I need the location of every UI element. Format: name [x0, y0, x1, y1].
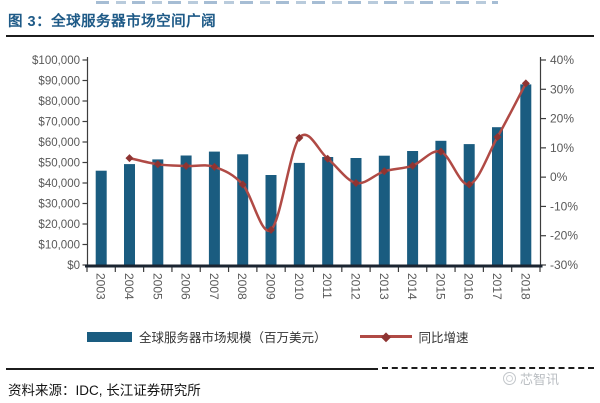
legend-bar-label: 全球服务器市场规模（百万美元）: [139, 331, 327, 345]
x-label-2012: 2012: [349, 273, 363, 300]
x-label-2014: 2014: [405, 273, 419, 300]
growth-marker: [351, 179, 360, 187]
diamond-marker-icon: [380, 331, 391, 342]
bar-2003: [95, 170, 107, 265]
bar-2010: [293, 162, 305, 265]
bar-2014: [407, 151, 419, 265]
left-axis-tick-label: $70,000: [38, 117, 80, 129]
left-axis-tick-label: $20,000: [38, 219, 80, 231]
bar-2016: [463, 144, 475, 265]
watermark-text: 芯智讯: [520, 372, 560, 387]
bar-2006: [180, 155, 192, 265]
growth-marker: [465, 180, 474, 189]
right-axis-tick-label: 10%: [550, 141, 574, 155]
bar-2015: [435, 140, 447, 265]
growth-line: [128, 82, 528, 232]
left-axis-tick-label: $60,000: [38, 137, 80, 149]
growth-marker: [295, 133, 304, 142]
chart-legend: 全球服务器市场规模（百万美元） 同比增速: [87, 327, 469, 346]
growth-marker: [521, 79, 530, 88]
growth-marker: [493, 133, 502, 142]
figure-title: 图 3：全球服务器市场空间广阔: [8, 14, 217, 30]
bar-2012: [350, 158, 362, 265]
clipped-text-fragment: [96, 1, 498, 4]
bar-2013: [378, 155, 390, 265]
bottom-divider-dashed: [382, 367, 594, 369]
bar-2018: [520, 84, 532, 266]
x-label-2007: 2007: [207, 273, 221, 300]
right-axis-tick-label: 20%: [550, 112, 574, 126]
bottom-divider-solid: [6, 368, 378, 370]
x-label-2006: 2006: [179, 273, 193, 300]
title-divider: [6, 35, 594, 37]
right-axis-tick-label: -10%: [550, 199, 578, 213]
x-label-2005: 2005: [150, 273, 164, 300]
x-label-2003: 2003: [94, 273, 108, 300]
left-axis-tick-label: $30,000: [38, 199, 80, 211]
growth-marker: [125, 154, 134, 163]
x-label-2018: 2018: [518, 273, 532, 300]
right-axis-tick-label: -20%: [550, 229, 578, 243]
x-label-2015: 2015: [433, 273, 447, 300]
legend-line-label: 同比增速: [418, 331, 469, 345]
left-axis-tick-label: $10,000: [38, 240, 80, 252]
growth-marker: [380, 167, 389, 176]
growth-marker: [323, 154, 332, 163]
x-label-2010: 2010: [292, 273, 306, 300]
left-axis-tick-label: $100,000: [32, 55, 80, 67]
left-axis-tick-label: $90,000: [38, 76, 80, 88]
growth-marker: [408, 161, 417, 170]
growth-marker: [238, 180, 247, 189]
growth-marker: [182, 162, 191, 171]
source-line: 资料来源：IDC, 长江证券研究所: [8, 383, 201, 398]
growth-marker: [267, 225, 276, 234]
growth-marker: [153, 160, 162, 169]
right-axis-tick-label: 30%: [550, 82, 574, 96]
bar-2007: [208, 151, 220, 265]
right-axis-tick-label: -30%: [550, 258, 578, 272]
right-axis-tick-label: 40%: [550, 53, 574, 67]
bar-2008: [237, 154, 249, 265]
bar-2004: [124, 164, 135, 265]
growth-marker: [210, 162, 219, 171]
bar-2011: [322, 157, 334, 265]
bar-2005: [152, 159, 164, 265]
left-axis-tick-label: $80,000: [38, 96, 80, 108]
x-label-2016: 2016: [462, 273, 476, 300]
right-axis-tick-label: 0%: [550, 170, 568, 184]
left-axis-tick-label: $0: [67, 260, 80, 272]
bar-2009: [265, 175, 277, 265]
x-label-2009: 2009: [264, 273, 278, 300]
legend-line-swatch: [359, 331, 412, 342]
x-label-2017: 2017: [490, 273, 504, 300]
left-axis-tick-label: $40,000: [38, 178, 80, 190]
x-label-2011: 2011: [320, 273, 334, 299]
legend-bar-swatch: [87, 331, 132, 342]
watermark-logo-icon: [503, 372, 516, 385]
x-label-2013: 2013: [377, 273, 391, 300]
growth-marker: [436, 147, 445, 156]
left-axis-tick-label: $50,000: [38, 158, 80, 170]
bar-2017: [492, 127, 503, 265]
watermark: 芯智讯: [503, 369, 559, 388]
x-label-2004: 2004: [122, 273, 136, 300]
x-label-2008: 2008: [235, 273, 249, 300]
